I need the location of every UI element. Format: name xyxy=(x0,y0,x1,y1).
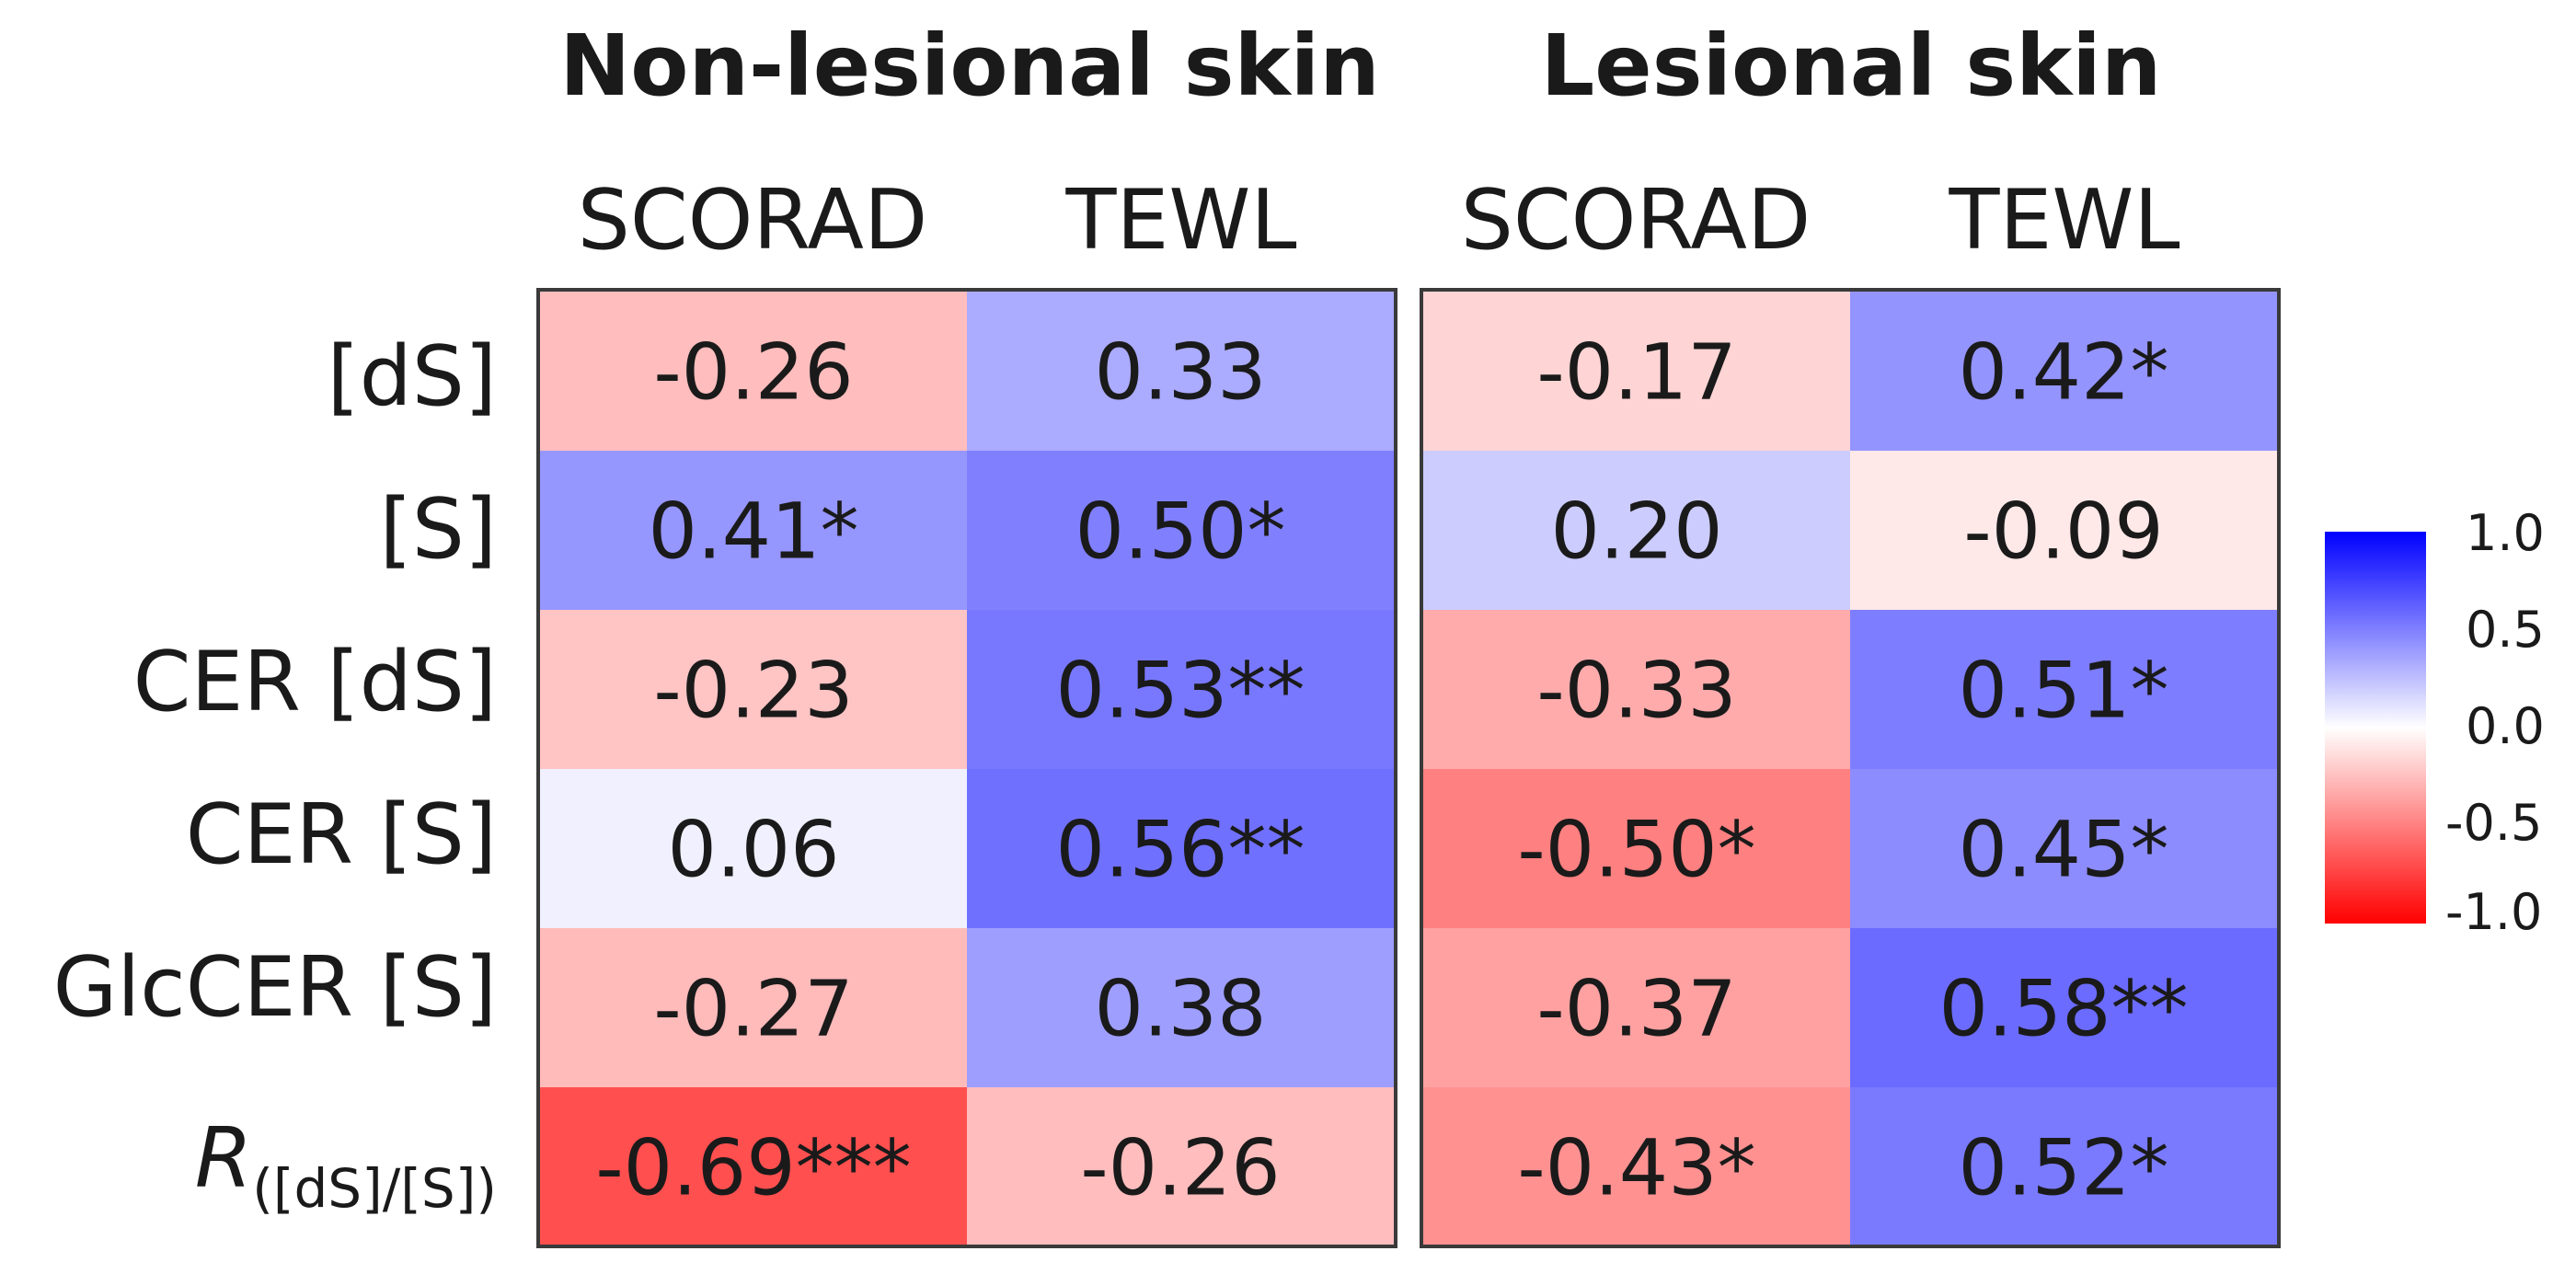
column-label-lesional-tewl: TEWL xyxy=(1949,172,2180,269)
heatmap-cells: -0.26 0.33 0.41* 0.50* -0.23 0.53** 0.06 0.56**… xyxy=(540,292,2277,1246)
heatmap-cell-lesional-scorad-row-1 xyxy=(1423,292,1850,451)
heatmap-cell-label-non-lesional-tewl-row-5: 0.38 xyxy=(1094,964,1266,1054)
heatmap-cell-label-lesional-scorad-row-6: -0.43* xyxy=(1517,1123,1755,1213)
heatmap-cell-label-lesional-scorad-row-4: -0.50* xyxy=(1517,805,1755,895)
row-label-glccer-s: GlcCER [S] xyxy=(53,939,497,1036)
row-label-ratio: R([dS]/[S]) xyxy=(195,1110,497,1220)
heatmap-cell-label-non-lesional-tewl-row-2: 0.50* xyxy=(1075,487,1285,577)
row-label-s: [S] xyxy=(380,481,497,578)
heatmap-cell-non-lesional-tewl-row-2 xyxy=(967,451,1394,610)
heatmap-cell-non-lesional-scorad-row-3 xyxy=(540,610,967,769)
heatmap-cell-label-non-lesional-scorad-row-6: -0.69*** xyxy=(595,1123,911,1213)
row-label-cer-ds: CER [dS] xyxy=(133,634,497,730)
heatmap-cell-label-lesional-scorad-row-5: -0.37 xyxy=(1536,964,1736,1054)
heatmap-cell-lesional-tewl-row-6 xyxy=(1850,1087,2277,1246)
panel-border-non-lesional xyxy=(536,288,1397,1248)
colorbar-tick-0.0: 0.0 xyxy=(2466,697,2545,755)
column-label-non-lesional-scorad: SCORAD xyxy=(578,172,928,269)
heatmap-cell-non-lesional-scorad-row-1 xyxy=(540,292,967,451)
ratio-label-subscript: ([dS]/[S]) xyxy=(252,1157,497,1220)
heatmap-cell-lesional-tewl-row-4 xyxy=(1850,769,2277,928)
heatmap-cell-label-lesional-tewl-row-2: -0.09 xyxy=(1963,487,2163,577)
heatmap-cell-label-non-lesional-tewl-row-1: 0.33 xyxy=(1094,327,1266,418)
heatmap-cell-label-lesional-tewl-row-1: 0.42* xyxy=(1958,327,2168,418)
colorbar-tick-minus-0.5: -0.5 xyxy=(2445,794,2542,852)
row-label-cer-s: CER [S] xyxy=(186,786,497,883)
panel-title-non-lesional: Non-lesional skin xyxy=(559,17,1379,115)
heatmap-cell-label-lesional-scorad-row-3: -0.33 xyxy=(1536,646,1736,736)
heatmap-cell-label-non-lesional-scorad-row-5: -0.27 xyxy=(653,964,853,1054)
heatmap-cell-non-lesional-tewl-row-3 xyxy=(967,610,1394,769)
heatmap-cell-lesional-scorad-row-5 xyxy=(1423,928,1850,1087)
heatmap-cell-label-lesional-tewl-row-5: 0.58** xyxy=(1938,964,2188,1054)
heatmap-cell-non-lesional-scorad-row-2 xyxy=(540,451,967,610)
heatmap-cell-label-non-lesional-scorad-row-1: -0.26 xyxy=(653,327,853,418)
heatmap-cell-lesional-scorad-row-2 xyxy=(1423,451,1850,610)
heatmap-cell-non-lesional-tewl-row-1 xyxy=(967,292,1394,451)
column-label-non-lesional-tewl: TEWL xyxy=(1065,172,1297,269)
heatmap-cell-lesional-scorad-row-6 xyxy=(1423,1087,1850,1246)
heatmap-cell-lesional-tewl-row-3 xyxy=(1850,610,2277,769)
colorbar-tick-minus-1.0: -1.0 xyxy=(2445,883,2542,941)
heatmap-cell-label-non-lesional-tewl-row-6: -0.26 xyxy=(1080,1123,1280,1213)
heatmap-cell-label-non-lesional-scorad-row-3: -0.23 xyxy=(653,646,853,736)
heatmap-cell-label-non-lesional-scorad-row-2: 0.41* xyxy=(648,487,858,577)
heatmap-cell-non-lesional-tewl-row-5 xyxy=(967,928,1394,1087)
colorbar-tick-1.0: 1.0 xyxy=(2466,504,2545,562)
heatmap-cell-lesional-tewl-row-1 xyxy=(1850,292,2277,451)
panel-border-lesional xyxy=(1420,288,2281,1248)
colorbar-tick-0.5: 0.5 xyxy=(2466,601,2545,659)
heatmap-cell-label-non-lesional-tewl-row-3: 0.53** xyxy=(1055,646,1305,736)
colorbar xyxy=(2325,532,2426,924)
panel-title-lesional: Lesional skin xyxy=(1541,17,2162,115)
heatmap-cell-non-lesional-scorad-row-4 xyxy=(540,769,967,928)
heatmap-cell-label-lesional-tewl-row-6: 0.52* xyxy=(1958,1123,2168,1213)
heatmap-cell-non-lesional-scorad-row-5 xyxy=(540,928,967,1087)
column-label-lesional-scorad: SCORAD xyxy=(1461,172,1811,269)
heatmap-cell-label-lesional-scorad-row-2: 0.20 xyxy=(1550,487,1722,577)
heatmap-cell-lesional-tewl-row-5 xyxy=(1850,928,2277,1087)
heatmap-cell-label-non-lesional-scorad-row-4: 0.06 xyxy=(667,805,839,895)
ratio-label-main: R xyxy=(195,1110,253,1207)
heatmap-cell-label-lesional-tewl-row-3: 0.51* xyxy=(1958,646,2168,736)
heatmap-cell-label-non-lesional-tewl-row-4: 0.56** xyxy=(1055,805,1305,895)
heatmap-cell-label-lesional-scorad-row-1: -0.17 xyxy=(1536,327,1736,418)
heatmap-cell-non-lesional-scorad-row-6 xyxy=(540,1087,967,1246)
heatmap-cell-lesional-tewl-row-2 xyxy=(1850,451,2277,610)
row-label-ds: [dS] xyxy=(328,328,497,425)
heatmap-cell-lesional-scorad-row-4 xyxy=(1423,769,1850,928)
heatmap-cell-label-lesional-tewl-row-4: 0.45* xyxy=(1958,805,2168,895)
heatmap-cell-lesional-scorad-row-3 xyxy=(1423,610,1850,769)
heatmap-cell-non-lesional-tewl-row-6 xyxy=(967,1087,1394,1246)
heatmap-cell-non-lesional-tewl-row-4 xyxy=(967,769,1394,928)
